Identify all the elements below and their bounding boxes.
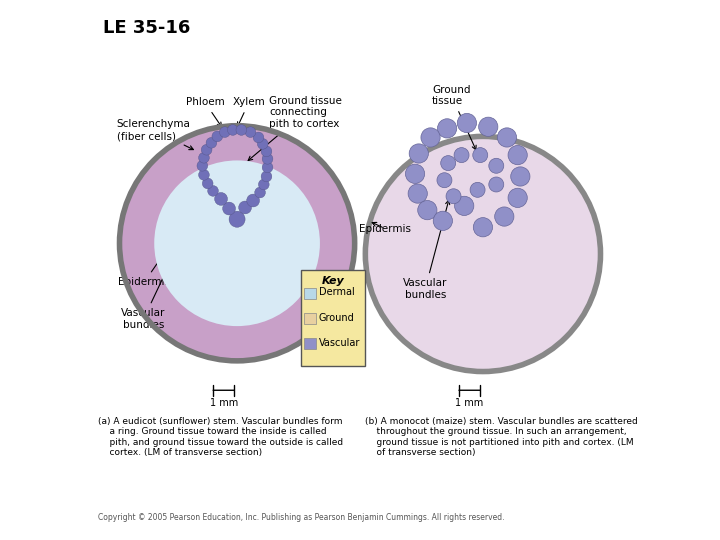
Circle shape [222, 202, 235, 215]
Circle shape [421, 128, 440, 147]
Circle shape [199, 170, 210, 180]
Text: Phloem: Phloem [186, 97, 225, 127]
Text: Pith: Pith [241, 216, 284, 229]
Circle shape [202, 178, 213, 189]
Text: Copyright © 2005 Pearson Education, Inc. Publishing as Pearson Benjamin Cummings: Copyright © 2005 Pearson Education, Inc.… [98, 513, 505, 522]
Circle shape [229, 211, 245, 227]
Circle shape [261, 146, 272, 157]
Circle shape [212, 131, 222, 141]
Text: Cortex: Cortex [233, 192, 276, 308]
Text: Xylem: Xylem [233, 97, 265, 126]
Circle shape [262, 162, 273, 173]
Circle shape [433, 211, 452, 231]
Bar [304, 313, 315, 324]
Text: 1 mm: 1 mm [210, 399, 238, 408]
Circle shape [365, 137, 600, 372]
Text: (a) A eudicot (sunflower) stem. Vascular bundles form
    a ring. Ground tissue : (a) A eudicot (sunflower) stem. Vascular… [98, 417, 343, 457]
Circle shape [253, 132, 264, 143]
Circle shape [409, 144, 428, 163]
Circle shape [255, 187, 266, 198]
Text: Key: Key [322, 276, 345, 286]
Circle shape [236, 125, 247, 136]
Circle shape [207, 186, 218, 196]
Circle shape [258, 179, 269, 190]
Text: Dermal: Dermal [319, 287, 354, 298]
Circle shape [438, 119, 456, 138]
Circle shape [454, 147, 469, 163]
Text: Vascular: Vascular [319, 338, 360, 348]
Text: Vascular
bundles: Vascular bundles [403, 200, 450, 300]
Circle shape [498, 128, 516, 147]
Bar [304, 288, 315, 299]
Circle shape [215, 192, 228, 205]
Circle shape [489, 158, 504, 173]
Circle shape [261, 171, 272, 182]
Circle shape [441, 156, 456, 171]
Text: Ground: Ground [319, 313, 354, 322]
Circle shape [473, 147, 487, 163]
Circle shape [154, 160, 320, 326]
Circle shape [473, 218, 492, 237]
Bar [304, 339, 315, 349]
Circle shape [197, 160, 207, 171]
Circle shape [228, 125, 238, 136]
Circle shape [262, 153, 273, 164]
Text: Sclerenchyma
(fiber cells): Sclerenchyma (fiber cells) [117, 119, 194, 150]
Text: Ground tissue
connecting
pith to cortex: Ground tissue connecting pith to cortex [248, 96, 342, 160]
Circle shape [489, 177, 504, 192]
Circle shape [454, 196, 474, 215]
Circle shape [510, 167, 530, 186]
Text: 1 mm: 1 mm [456, 399, 484, 408]
Circle shape [508, 188, 527, 207]
Circle shape [418, 200, 437, 220]
Circle shape [479, 117, 498, 137]
Circle shape [437, 173, 452, 188]
Circle shape [245, 127, 256, 138]
Circle shape [508, 145, 527, 165]
Circle shape [446, 189, 461, 204]
Text: Ground
tissue: Ground tissue [432, 85, 476, 150]
Circle shape [202, 144, 212, 155]
Text: Epidermis: Epidermis [359, 222, 411, 233]
Circle shape [247, 194, 259, 207]
Circle shape [408, 184, 428, 203]
Circle shape [220, 127, 230, 138]
Circle shape [257, 139, 268, 149]
Circle shape [120, 126, 355, 361]
Circle shape [470, 183, 485, 197]
Text: (b) A monocot (maize) stem. Vascular bundles are scattered
    throughout the gr: (b) A monocot (maize) stem. Vascular bun… [365, 417, 638, 457]
Text: Vascular
bundles: Vascular bundles [122, 189, 205, 330]
Circle shape [495, 207, 514, 226]
Circle shape [206, 138, 217, 148]
Text: LE 35-16: LE 35-16 [104, 19, 191, 37]
Circle shape [120, 126, 355, 361]
Circle shape [239, 201, 251, 214]
Text: Epidermis: Epidermis [118, 242, 172, 287]
Circle shape [405, 164, 425, 184]
Circle shape [199, 152, 210, 163]
Bar [301, 270, 365, 366]
Circle shape [457, 113, 477, 133]
